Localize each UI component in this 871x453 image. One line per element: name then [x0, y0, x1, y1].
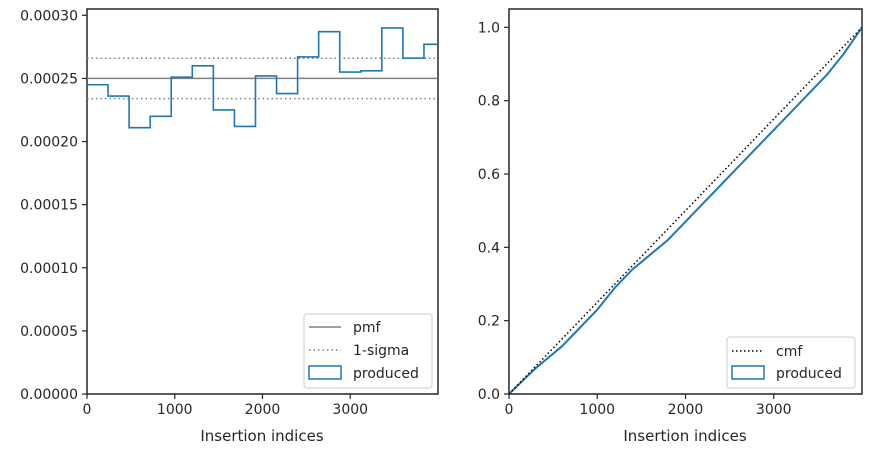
right-legend: cmf produced [726, 336, 856, 389]
right-y-tick-label: 1.0 [478, 20, 500, 36]
right-legend-box [726, 336, 856, 389]
left-y-tick-label: 0.00000 [20, 387, 78, 403]
left-plot-area [87, 27, 438, 129]
right-y-tick-label: 0.6 [478, 167, 500, 183]
produced-histogram-step [87, 27, 438, 129]
produced-cdf-line [508, 26, 863, 395]
cumulative-panel: 0 1000 2000 3000 0.0 0.2 0.4 0.6 0.8 1.0 Insertio… [478, 8, 863, 445]
right-y-tick-label: 0.4 [478, 240, 500, 256]
right-ticks: 0 1000 2000 3000 0.0 0.2 0.4 0.6 0.8 1.0 [478, 20, 792, 418]
left-ticks: 0 1000 2000 3000 0.00000 0.00005 0.00010 0.0001… [20, 8, 368, 418]
legend-cmf-label: cmf [776, 344, 803, 360]
left-x-tick-label: 3000 [332, 402, 368, 418]
left-y-tick-label: 0.00030 [20, 8, 78, 24]
cmf-line [508, 26, 863, 395]
legend-produced-swatch [308, 365, 342, 380]
histogram-panel: 0 1000 2000 3000 0.00000 0.00005 0.00010 0.0001… [20, 8, 439, 445]
right-y-tick-label: 0.2 [478, 314, 500, 330]
right-plot-area [508, 26, 863, 395]
legend-sigma-label: 1-sigma [353, 343, 409, 359]
left-y-tick-label: 0.00005 [20, 324, 78, 340]
legend-produced-cdf-label: produced [776, 366, 842, 382]
legend-pmf-label: pmf [353, 320, 382, 336]
left-x-axis-label: Insertion indices [200, 427, 323, 445]
right-x-tick-label: 3000 [756, 402, 792, 418]
right-x-tick-label: 0 [505, 402, 514, 418]
legend-produced-cdf-swatch [731, 365, 765, 380]
right-y-tick-label: 0.8 [478, 94, 500, 110]
left-x-tick-label: 1000 [157, 402, 193, 418]
left-legend: pmf 1-sigma produced [303, 313, 433, 389]
right-y-tick-label: 0.0 [478, 387, 500, 403]
left-x-tick-label: 2000 [245, 402, 281, 418]
left-y-tick-label: 0.00015 [20, 198, 78, 214]
right-x-tick-label: 2000 [668, 402, 704, 418]
left-x-tick-label: 0 [83, 402, 92, 418]
left-y-tick-label: 0.00025 [20, 71, 78, 87]
left-legend-box [303, 313, 433, 389]
right-x-tick-label: 1000 [579, 402, 615, 418]
right-x-axis-label: Insertion indices [623, 427, 746, 445]
legend-produced-label: produced [353, 366, 419, 382]
right-axes-frame [508, 8, 863, 395]
left-y-tick-label: 0.00020 [20, 135, 78, 151]
left-y-tick-label: 0.00010 [20, 261, 78, 277]
